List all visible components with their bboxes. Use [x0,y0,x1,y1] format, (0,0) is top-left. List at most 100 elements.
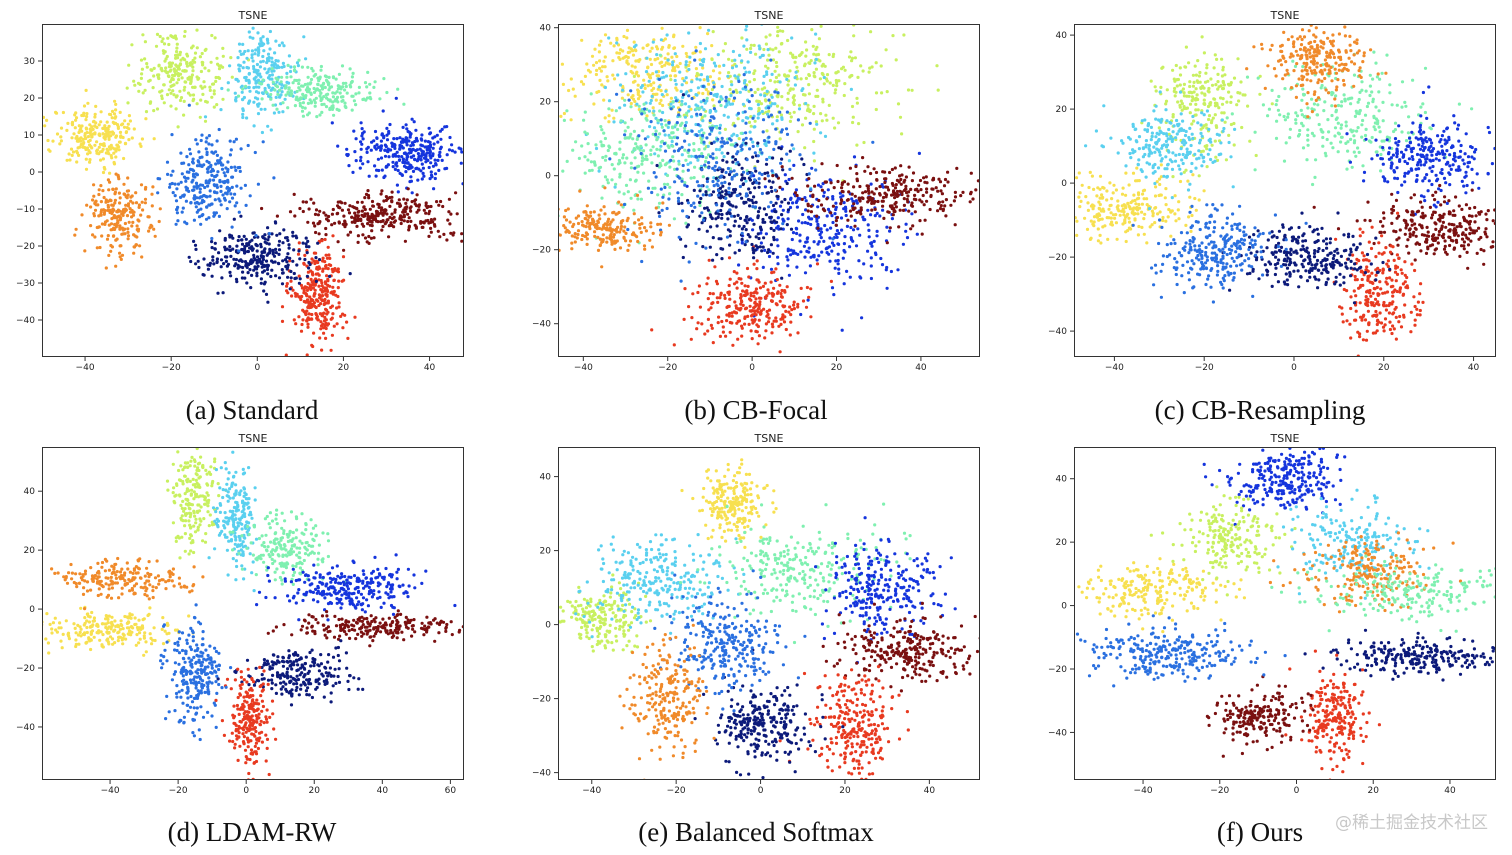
point [629,132,633,136]
point [380,168,384,172]
point [73,233,77,237]
point [316,241,320,245]
point [170,181,174,186]
point [836,242,840,246]
point [753,300,757,304]
point [690,80,694,84]
point [113,222,117,227]
point [74,227,78,231]
point [139,183,144,187]
point [590,54,595,58]
point [203,66,207,70]
point [602,59,606,63]
point [254,81,258,85]
point [186,91,191,95]
point [704,193,708,197]
point [752,294,756,298]
point [944,214,948,218]
point [696,290,700,295]
point [848,166,852,170]
point [781,208,785,212]
point [391,154,395,158]
point [124,130,128,135]
point [336,204,340,208]
point [110,130,115,134]
point [360,127,364,131]
point [684,51,688,56]
point [758,245,762,249]
point [178,62,183,66]
point [798,233,802,237]
point [310,317,314,321]
point [910,179,914,183]
point [269,128,273,132]
point [780,187,785,191]
point [621,153,625,157]
point [126,237,130,241]
point [681,44,685,48]
point [744,228,748,232]
point [264,90,268,94]
point [597,43,602,47]
point [299,96,303,101]
point [291,288,295,292]
point [360,200,364,204]
point [208,178,212,182]
point [895,189,899,194]
point [104,266,108,270]
point [259,242,263,246]
point [702,57,706,61]
point [397,154,401,158]
point [293,78,297,82]
point [256,264,260,268]
point [740,166,744,170]
point [730,191,734,195]
point [697,73,701,77]
point [643,86,647,90]
point [671,100,675,104]
point [675,88,679,92]
point [867,228,871,232]
point [888,226,892,230]
point [574,140,578,144]
point [336,286,340,290]
point [674,96,678,100]
point [384,198,388,202]
point [431,152,435,156]
point [298,104,302,108]
point [604,154,608,158]
point [132,233,136,237]
point [687,154,691,158]
point [869,182,873,186]
cluster-8 [187,214,352,304]
point [95,148,99,152]
point [97,123,101,127]
point [649,62,654,67]
point [311,344,315,349]
point [701,245,705,249]
point [976,179,979,183]
point [98,150,102,154]
point [855,143,859,147]
point [193,51,198,55]
point [199,98,203,102]
point [743,176,747,180]
point [109,113,113,117]
point [791,55,795,60]
point [118,110,122,114]
point [797,103,802,107]
point [375,168,379,172]
point [738,90,742,94]
point [207,161,211,165]
point [776,290,780,294]
point [216,62,220,66]
point [177,67,181,71]
point [697,227,701,231]
point [252,86,256,90]
point [756,159,760,163]
point [789,115,793,119]
point [197,215,202,219]
point [421,166,425,170]
point [90,135,94,139]
point [117,148,121,152]
